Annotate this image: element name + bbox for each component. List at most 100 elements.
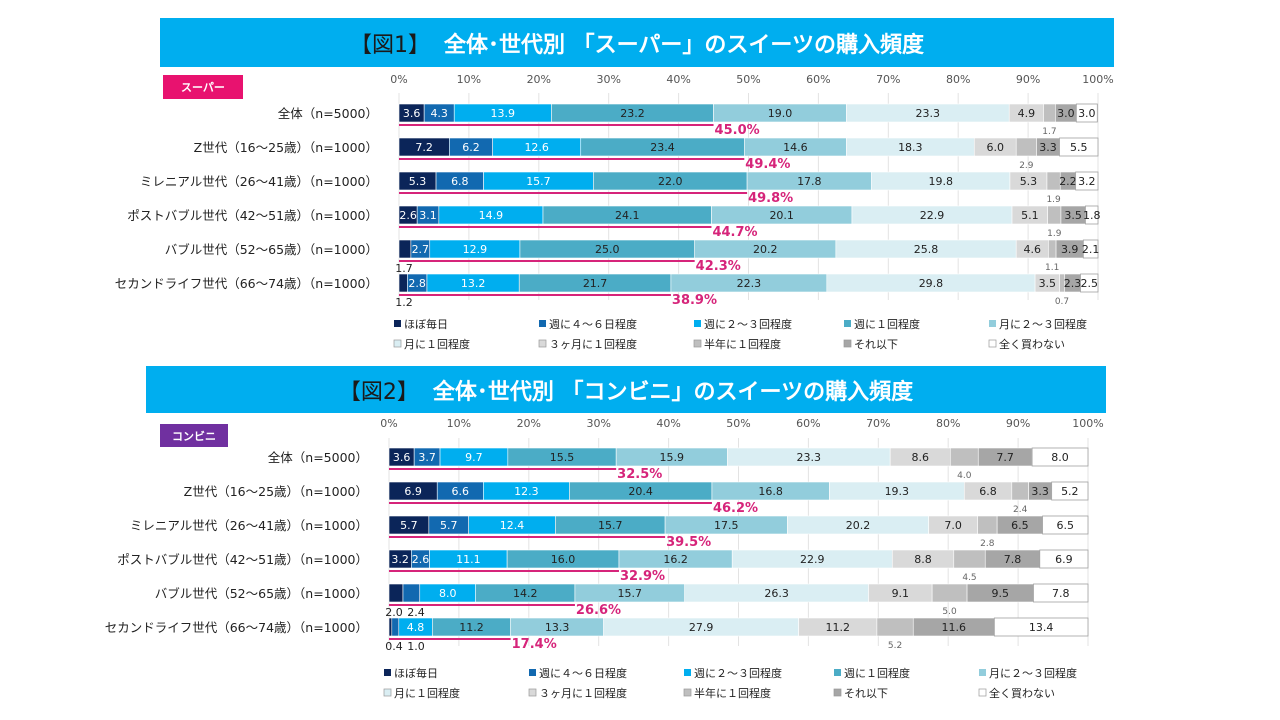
segment-label: 8.8 [914,553,932,566]
segment-label: 6.6 [452,485,470,498]
bar-row: 6.9 6.6 12.3 20.4 16.8 19.3 6.8 2.43.3 5.2 46.2% [388,481,1089,516]
total-label: 26.6% [576,603,621,618]
x-tick-label: 30% [586,417,610,430]
segment-label: 5.2 [1061,485,1079,498]
category-label: セカンドライフ世代（66～74歳）（n=1000） [105,620,368,635]
bar-segment [1080,273,1099,293]
legend-label: ３ヶ月に１回程度 [549,337,637,351]
segment-label: 3.0 [1078,107,1096,120]
segment-label: 7.2 [415,141,433,154]
bar-segment [953,549,986,569]
legend-label: それ以下 [854,338,898,351]
segment-label-below: 2.9 [1019,161,1034,171]
segment-label: 12.6 [524,141,549,154]
segment-label-below: 5.2 [888,641,902,651]
bar-segment [1075,103,1098,123]
bar-segment [402,583,421,603]
category-label: バブル世代（52～65歳）（n=1000） [165,242,378,257]
figure1-header: 【図1】 全体･世代別 「スーパー」のスイーツの購入頻度 [160,18,1114,67]
segment-label: 2.2 [1059,175,1077,188]
segment-label: 18.3 [898,141,923,154]
bar-row: 4.8 11.2 13.3 27.9 11.2 5.2 11.6 13.4 0.4 1.0 17.4… [385,617,1089,653]
segment-label-below: 0.7 [1055,297,1069,307]
segment-label: 15.5 [550,451,575,464]
segment-label-below: 1.9 [1046,195,1061,205]
figure1-badge-supermarket: スーパー [163,75,243,99]
bar-segment [1039,549,1089,569]
total-label: 32.9% [620,569,665,584]
segment-label: 6.8 [979,485,997,498]
x-tick-label: 90% [1016,73,1040,86]
bar-segment [1011,481,1029,501]
segment-label: 3.5 [1039,277,1057,290]
bar-segment [1075,171,1099,191]
bar-segment [931,583,968,603]
x-tick-label: 90% [1006,417,1030,430]
bar-row: 2.6 3.1 14.9 24.1 20.1 22.9 5.1 1.93.5 1.8 44.7% [398,205,1100,240]
legend-item: それ以下 [833,687,888,700]
figure1-badge-label: スーパー [181,81,225,94]
x-tick-label: 80% [936,417,960,430]
bar-row: 5.7 5.7 12.4 15.7 17.5 20.2 7.0 2.8 6.5 6.5 39.5% [388,515,1089,550]
segment-label: 5.1 [1021,209,1039,222]
bar-segment [1082,239,1099,259]
segment-label-below: 4.0 [957,471,972,481]
legend-item: 週に４～６日程度 [539,317,637,331]
legend-item: 週に２～３回程度 [694,317,792,331]
segment-label-below: 2.0 [385,606,403,619]
bar-segment [1047,205,1062,225]
x-tick-label: 40% [656,417,680,430]
bar-segment [1085,205,1099,225]
legend-item: 月に２～３回程度 [979,666,1077,680]
segment-label-below: 1.1 [1045,263,1059,273]
legend-item: ほぼ毎日 [394,318,448,331]
segment-label-below: 5.0 [942,607,957,617]
segment-label: 12.9 [463,243,488,256]
segment-label: 7.8 [1052,587,1070,600]
segment-label: 6.9 [404,485,422,498]
legend-item: 月に２～３回程度 [989,317,1087,331]
legend-swatch [978,688,987,697]
category-label: Z世代（16～25歳）（n=1000） [194,140,378,155]
x-tick-label: 20% [517,417,541,430]
total-label: 44.7% [712,225,757,240]
bar-row: 2.8 13.2 21.7 22.3 29.8 3.5 0.7 2.3 2.5 1.2 38.9% [395,273,1099,309]
segment-label: 16.0 [551,553,576,566]
segment-label: 14.2 [513,587,538,600]
legend-swatch [394,320,401,327]
legend-swatch [843,339,852,348]
category-label: ミレニアル世代（26～41歳）（n=1000） [130,518,368,533]
segment-label: 9.5 [992,587,1010,600]
segment-label: 22.0 [658,175,683,188]
segment-label: 21.7 [583,277,608,290]
legend-label: 全く買わない [989,686,1055,700]
segment-label: 23.2 [620,107,645,120]
total-label: 39.5% [666,535,711,550]
segment-label: 13.4 [1029,621,1054,634]
segment-label: 20.1 [769,209,794,222]
segment-label: 2.5 [1081,277,1099,290]
legend-label: 半年に１回程度 [704,337,781,351]
legend-label: ３ヶ月に１回程度 [539,686,627,700]
category-label: ポストバブル世代（42～51歳）（n=1000） [117,552,368,567]
segment-label: 20.2 [753,243,778,256]
category-label: セカンドライフ世代（66～74歳）（n=1000） [115,276,378,291]
legend-swatch [383,688,392,697]
legend-swatch [693,339,702,348]
segment-label: 4.9 [1018,107,1036,120]
segment-label: 17.8 [797,175,822,188]
segment-label: 6.5 [1057,519,1075,532]
figure2-badge-convenience: コンビニ [160,424,228,447]
segment-label: 12.4 [500,519,525,532]
total-label: 45.0% [715,123,760,138]
segment-label: 19.8 [928,175,953,188]
x-tick-label: 80% [946,73,970,86]
segment-label-below: 0.4 [385,640,403,653]
segment-label: 3.9 [1061,243,1079,256]
segment-label: 3.5 [1064,209,1082,222]
legend-item: ３ヶ月に１回程度 [538,337,637,351]
segment-label: 20.2 [846,519,871,532]
category-label: ミレニアル世代（26～41歳）（n=1000） [140,174,378,189]
segment-label-below: 2.4 [407,606,425,619]
segment-label: 4.8 [407,621,425,634]
